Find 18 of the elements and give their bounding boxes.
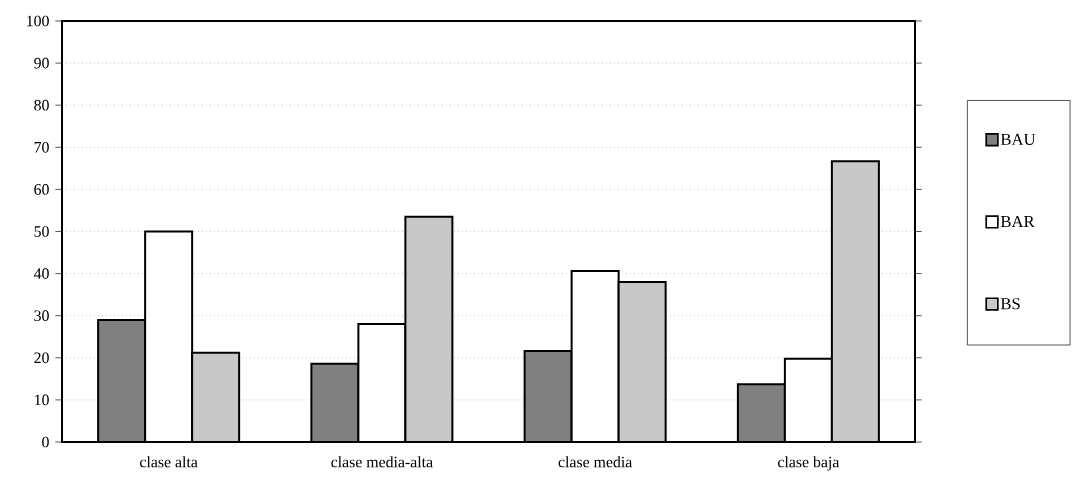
y-tick-label: 50	[34, 226, 49, 237]
x-tick-label: clase media-alta	[331, 456, 433, 468]
y-tick-label: 0	[42, 436, 49, 448]
y-tick-label: 100	[27, 15, 49, 27]
y-tick-label: 30	[34, 310, 49, 322]
y-tick-label: 40	[33, 268, 49, 279]
y-tick-label: 90	[34, 57, 49, 69]
y-tick-label: 10	[35, 394, 49, 406]
y-tick-label: 60	[34, 184, 49, 195]
legend-label: BS	[1000, 298, 1020, 310]
x-tick-label: clase media	[558, 456, 633, 468]
y-tick-label: 20	[34, 352, 49, 364]
x-tick-label: clase baja	[778, 456, 840, 471]
legend-label: BAU	[1000, 133, 1036, 145]
x-tick-label: clase alta	[140, 456, 198, 468]
legend-label: BAR	[1000, 215, 1035, 228]
y-tick-label: 80	[34, 99, 49, 111]
y-tick-label: 70	[34, 141, 49, 153]
